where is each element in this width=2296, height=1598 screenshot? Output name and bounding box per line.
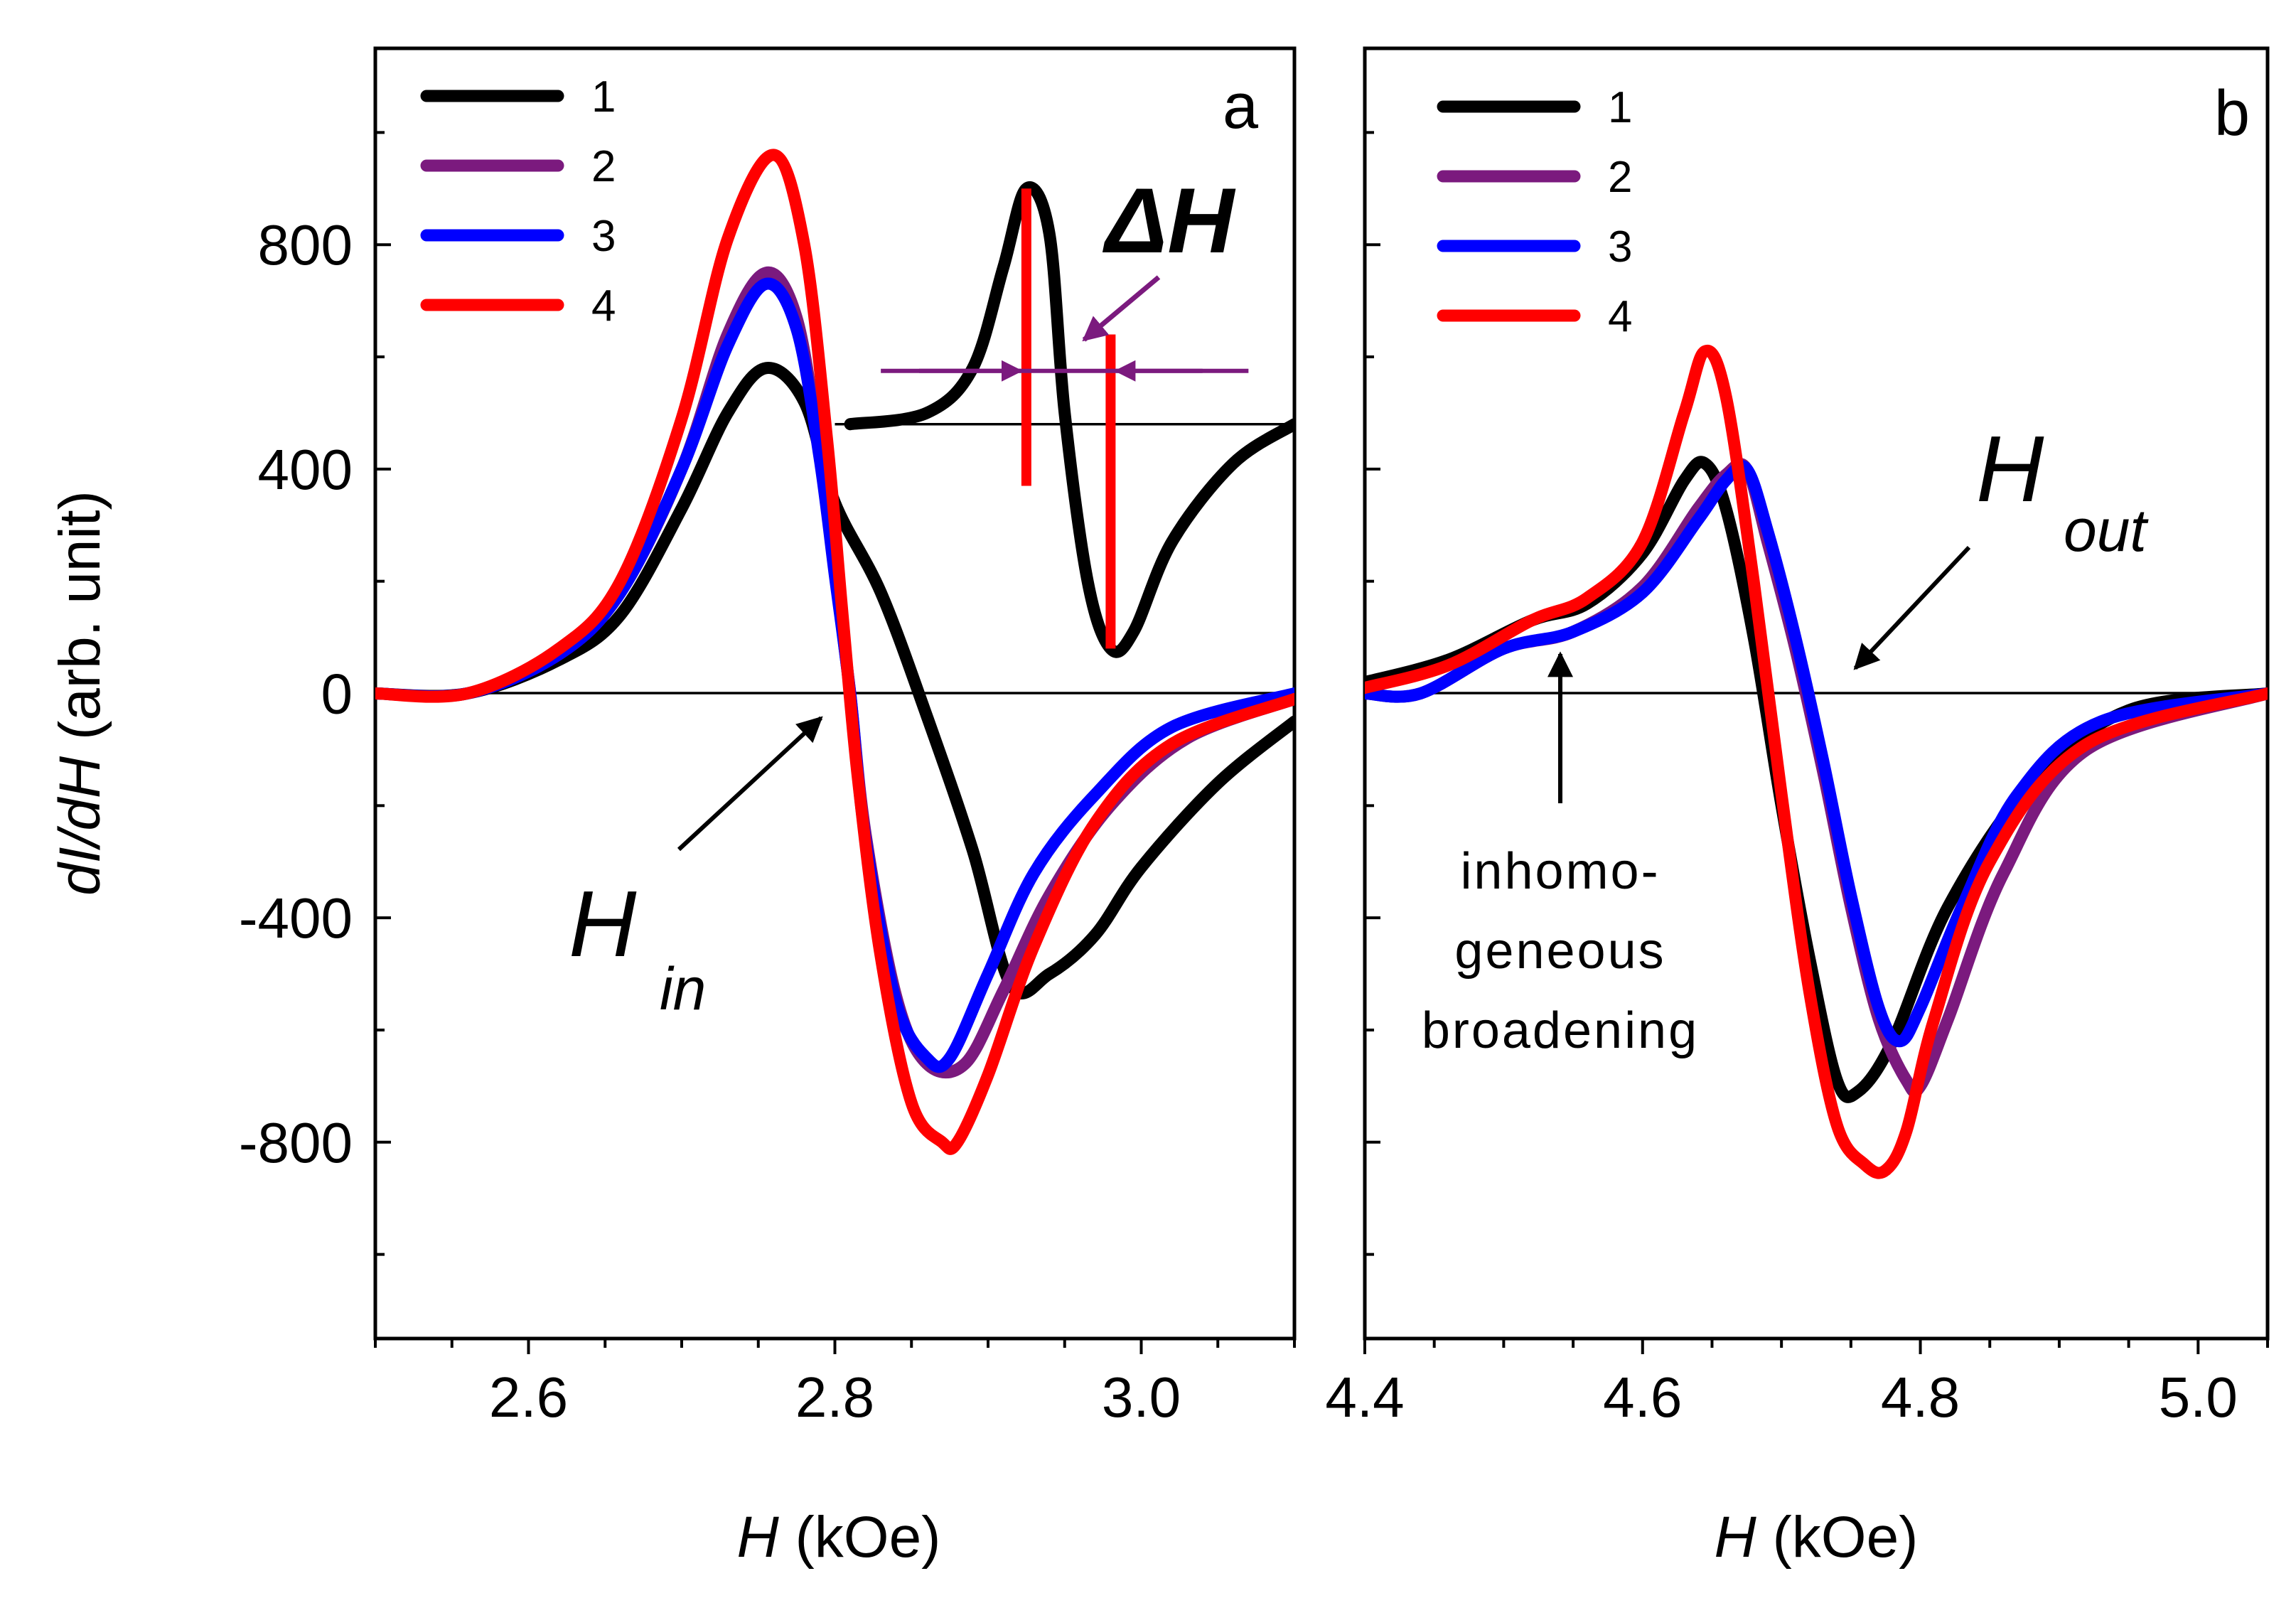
legend-label-4: 4 xyxy=(591,281,616,331)
legend-label-1: 1 xyxy=(1608,83,1632,132)
broadening-line-2: geneous xyxy=(1454,923,1665,980)
x-tick-label: 4.8 xyxy=(1881,1366,1960,1429)
panel-a-legend: 1 2 3 4 xyxy=(420,73,616,331)
panel-b-legend: 1 2 3 4 xyxy=(1437,83,1632,341)
legend-label-2: 2 xyxy=(591,142,616,191)
panel-a-curves xyxy=(375,149,1294,1155)
panel-a-x-axis-label: H (kOe) xyxy=(736,1505,940,1570)
panel-a: 800 400 0 -400 -800 2.6 2.8 3.0 1 2 3 4 a ΔH H in… xyxy=(48,46,1297,1570)
legend-label-1: 1 xyxy=(591,73,616,122)
broadening-line-3: broadening xyxy=(1422,1002,1699,1059)
y-tick-label: -400 xyxy=(239,886,353,950)
h-in-arrow xyxy=(677,716,823,852)
legend-label-4: 4 xyxy=(1608,292,1632,341)
legend-label-3: 3 xyxy=(1608,222,1632,272)
series-1-line xyxy=(375,362,1294,999)
panel-a-label: a xyxy=(1223,71,1259,142)
panel-a-inset xyxy=(835,181,1294,658)
inset-curve xyxy=(844,181,1294,658)
h-in-subscript: in xyxy=(660,955,706,1022)
panel-b-x-axis-label: H (kOe) xyxy=(1714,1505,1918,1570)
delta-h-arrow xyxy=(1082,275,1161,342)
series-4-line xyxy=(1365,345,2268,1179)
legend-label-3: 3 xyxy=(591,212,616,261)
series-4-line xyxy=(375,149,1294,1155)
y-tick-label: 400 xyxy=(258,438,353,501)
delta-h-label: ΔH xyxy=(1102,168,1236,272)
panel-a-x-ticks: 2.6 2.8 3.0 xyxy=(374,1339,1296,1429)
x-tick-label: 2.6 xyxy=(489,1366,568,1429)
panel-b: 4.4 4.6 4.8 5.0 1 2 3 4 b H out inhomo- geneou… xyxy=(1325,46,2270,1570)
series-3-line xyxy=(1365,460,2268,1048)
x-tick-label: 4.4 xyxy=(1325,1366,1404,1429)
x-tick-label: 4.6 xyxy=(1603,1366,1682,1429)
legend-label-2: 2 xyxy=(1608,153,1632,202)
x-tick-label: 2.8 xyxy=(795,1366,874,1429)
y-tick-label: 0 xyxy=(321,663,353,726)
panel-b-curves xyxy=(1365,345,2268,1179)
y-axis-label: dI/dH (arb. unit) xyxy=(48,490,112,896)
x-tick-label: 5.0 xyxy=(2159,1366,2238,1429)
panel-b-label: b xyxy=(2214,78,2250,149)
x-tick-label: 3.0 xyxy=(1102,1366,1181,1429)
panel-b-x-ticks: 4.4 4.6 4.8 5.0 xyxy=(1325,1339,2269,1429)
h-out-arrow xyxy=(1853,545,1971,670)
broadening-line-1: inhomo- xyxy=(1460,843,1660,900)
panel-a-y-ticks: 800 400 0 -400 -800 xyxy=(239,131,391,1256)
y-tick-label: 800 xyxy=(258,213,353,277)
h-in-label: H xyxy=(569,872,637,976)
h-out-label: H xyxy=(1976,417,2044,521)
h-out-subscript: out xyxy=(2064,497,2149,564)
y-tick-label: -800 xyxy=(239,1111,353,1174)
